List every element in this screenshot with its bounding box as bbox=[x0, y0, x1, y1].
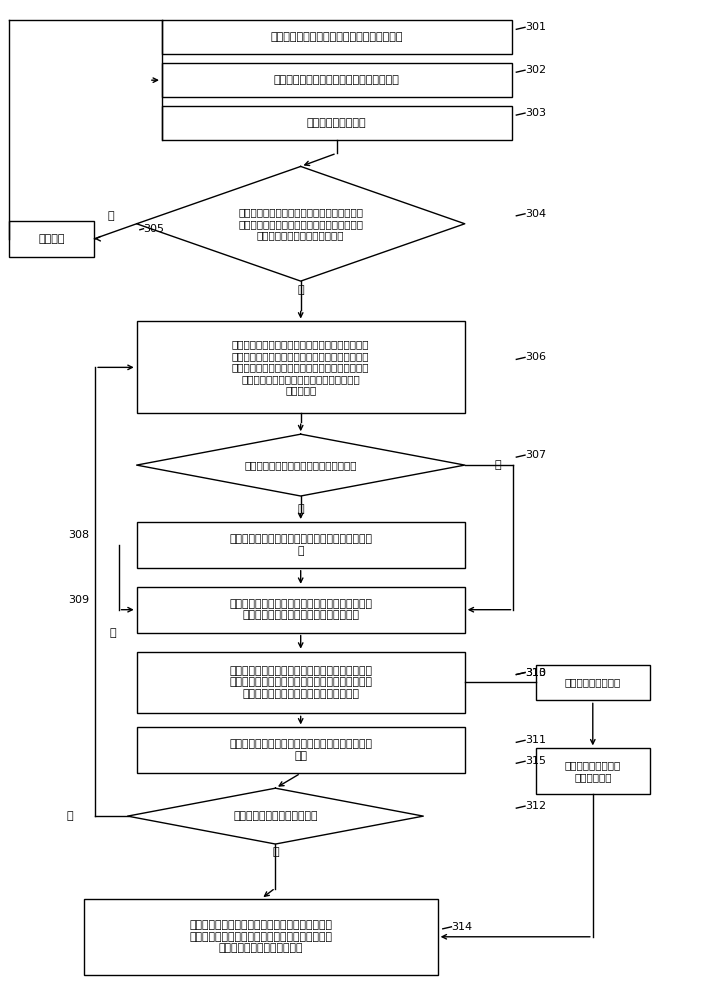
Text: 是: 是 bbox=[272, 847, 279, 857]
FancyBboxPatch shape bbox=[536, 748, 649, 794]
Text: 307: 307 bbox=[525, 450, 546, 460]
Polygon shape bbox=[127, 788, 424, 844]
Text: 计算该配钞额度与该混合钞票总额的差值，得到残
值: 计算该配钞额度与该混合钞票总额的差值，得到残 值 bbox=[230, 534, 372, 556]
FancyBboxPatch shape bbox=[162, 63, 512, 97]
Text: 314: 314 bbox=[452, 922, 473, 932]
Text: 配钞失败: 配钞失败 bbox=[38, 234, 65, 244]
Text: 否: 否 bbox=[494, 460, 501, 470]
Text: 306: 306 bbox=[525, 352, 546, 362]
Text: 根据该单一钞箱的钞票数量和钞票面额，从若干单
一钞箱中提取出对应的钞票来满足该残值: 根据该单一钞箱的钞票数量和钞票面额，从若干单 一钞箱中提取出对应的钞票来满足该残… bbox=[230, 599, 372, 620]
Text: 该混合钞票总额是否小于等于该配钞额度: 该混合钞票总额是否小于等于该配钞额度 bbox=[245, 460, 357, 470]
Text: 308: 308 bbox=[68, 530, 89, 540]
FancyBboxPatch shape bbox=[536, 665, 649, 700]
Text: 若在该混合钞箱出钞时，存在异常钞票，则其余已
出钞至钞票暂存器上的钞票被回收至该混合钞箱中
，并执行该配钞方法重新配钞: 若在该混合钞箱出钞时，存在异常钞票，则其余已 出钞至钞票暂存器上的钞票被回收至该… bbox=[190, 920, 332, 953]
Text: 若从若干单一钞箱中提取出的钞票总额等于该残值
，则配钞成功，得到的配钞结果为当前若干混合钞
箱和若干单一钞箱提取的对应的钞票张数: 若从若干单一钞箱中提取出的钞票总额等于该残值 ，则配钞成功，得到的配钞结果为当前… bbox=[230, 666, 372, 699]
Text: 303: 303 bbox=[525, 108, 546, 118]
Text: 否: 否 bbox=[108, 211, 114, 221]
Text: 313: 313 bbox=[525, 668, 546, 678]
Text: 310: 310 bbox=[525, 668, 546, 678]
Text: 获取若干混合钞箱的钞票顺序以及对应的面额: 获取若干混合钞箱的钞票顺序以及对应的面额 bbox=[271, 32, 403, 42]
Text: 309: 309 bbox=[68, 595, 89, 605]
Text: 是: 是 bbox=[298, 285, 304, 295]
FancyBboxPatch shape bbox=[137, 321, 465, 413]
Text: 混合张数数组是否均已获取过: 混合张数数组是否均已获取过 bbox=[233, 811, 318, 821]
Text: 根据该配钞结果出钞: 根据该配钞结果出钞 bbox=[565, 677, 621, 687]
Text: 该配钞额度是否能被该混合钞箱和单一钞箱的
所有钞票面额的最大公约数整除，且所有钞票
的总额是否大于等于该配钞额度: 该配钞额度是否能被该混合钞箱和单一钞箱的 所有钞票面额的最大公约数整除，且所有钞… bbox=[238, 207, 363, 240]
Text: 305: 305 bbox=[143, 224, 164, 234]
FancyBboxPatch shape bbox=[137, 727, 465, 773]
Text: 是: 是 bbox=[110, 628, 117, 638]
Text: 是: 是 bbox=[298, 504, 304, 514]
FancyBboxPatch shape bbox=[137, 587, 465, 633]
FancyBboxPatch shape bbox=[137, 522, 465, 568]
Text: 315: 315 bbox=[525, 756, 546, 766]
Text: 若从若干单一钞箱中提取出的钞票总额无法等于该
残值: 若从若干单一钞箱中提取出的钞票总额无法等于该 残值 bbox=[230, 740, 372, 761]
FancyBboxPatch shape bbox=[9, 221, 94, 257]
Text: 若无异常，则出钞成
功，完成交易: 若无异常，则出钞成 功，完成交易 bbox=[565, 760, 621, 782]
Text: 312: 312 bbox=[525, 801, 546, 811]
Text: 获取当前的配钞额度: 获取当前的配钞额度 bbox=[307, 118, 366, 128]
Text: 获取若干单一钞箱的钞票数量以及钞票面额: 获取若干单一钞箱的钞票数量以及钞票面额 bbox=[274, 75, 400, 85]
Text: 302: 302 bbox=[525, 65, 546, 75]
FancyBboxPatch shape bbox=[137, 652, 465, 713]
FancyBboxPatch shape bbox=[162, 20, 512, 54]
Text: 311: 311 bbox=[525, 735, 546, 745]
FancyBboxPatch shape bbox=[84, 899, 438, 975]
Text: 304: 304 bbox=[525, 209, 546, 219]
FancyBboxPatch shape bbox=[162, 106, 512, 140]
Text: 301: 301 bbox=[525, 22, 546, 32]
Polygon shape bbox=[137, 434, 465, 496]
Text: 根据该混合钞箱的钞票顺序以及对应的面额，先取
每个混合钞箱的钞票张数组成未获取过的混合张数
数组，该混合张数数组对应的钞票总额作为混合钞
票总额，并保证该混合钞: 根据该混合钞箱的钞票顺序以及对应的面额，先取 每个混合钞箱的钞票张数组成未获取过… bbox=[232, 339, 369, 396]
Polygon shape bbox=[137, 166, 465, 281]
Text: 否: 否 bbox=[67, 811, 73, 821]
